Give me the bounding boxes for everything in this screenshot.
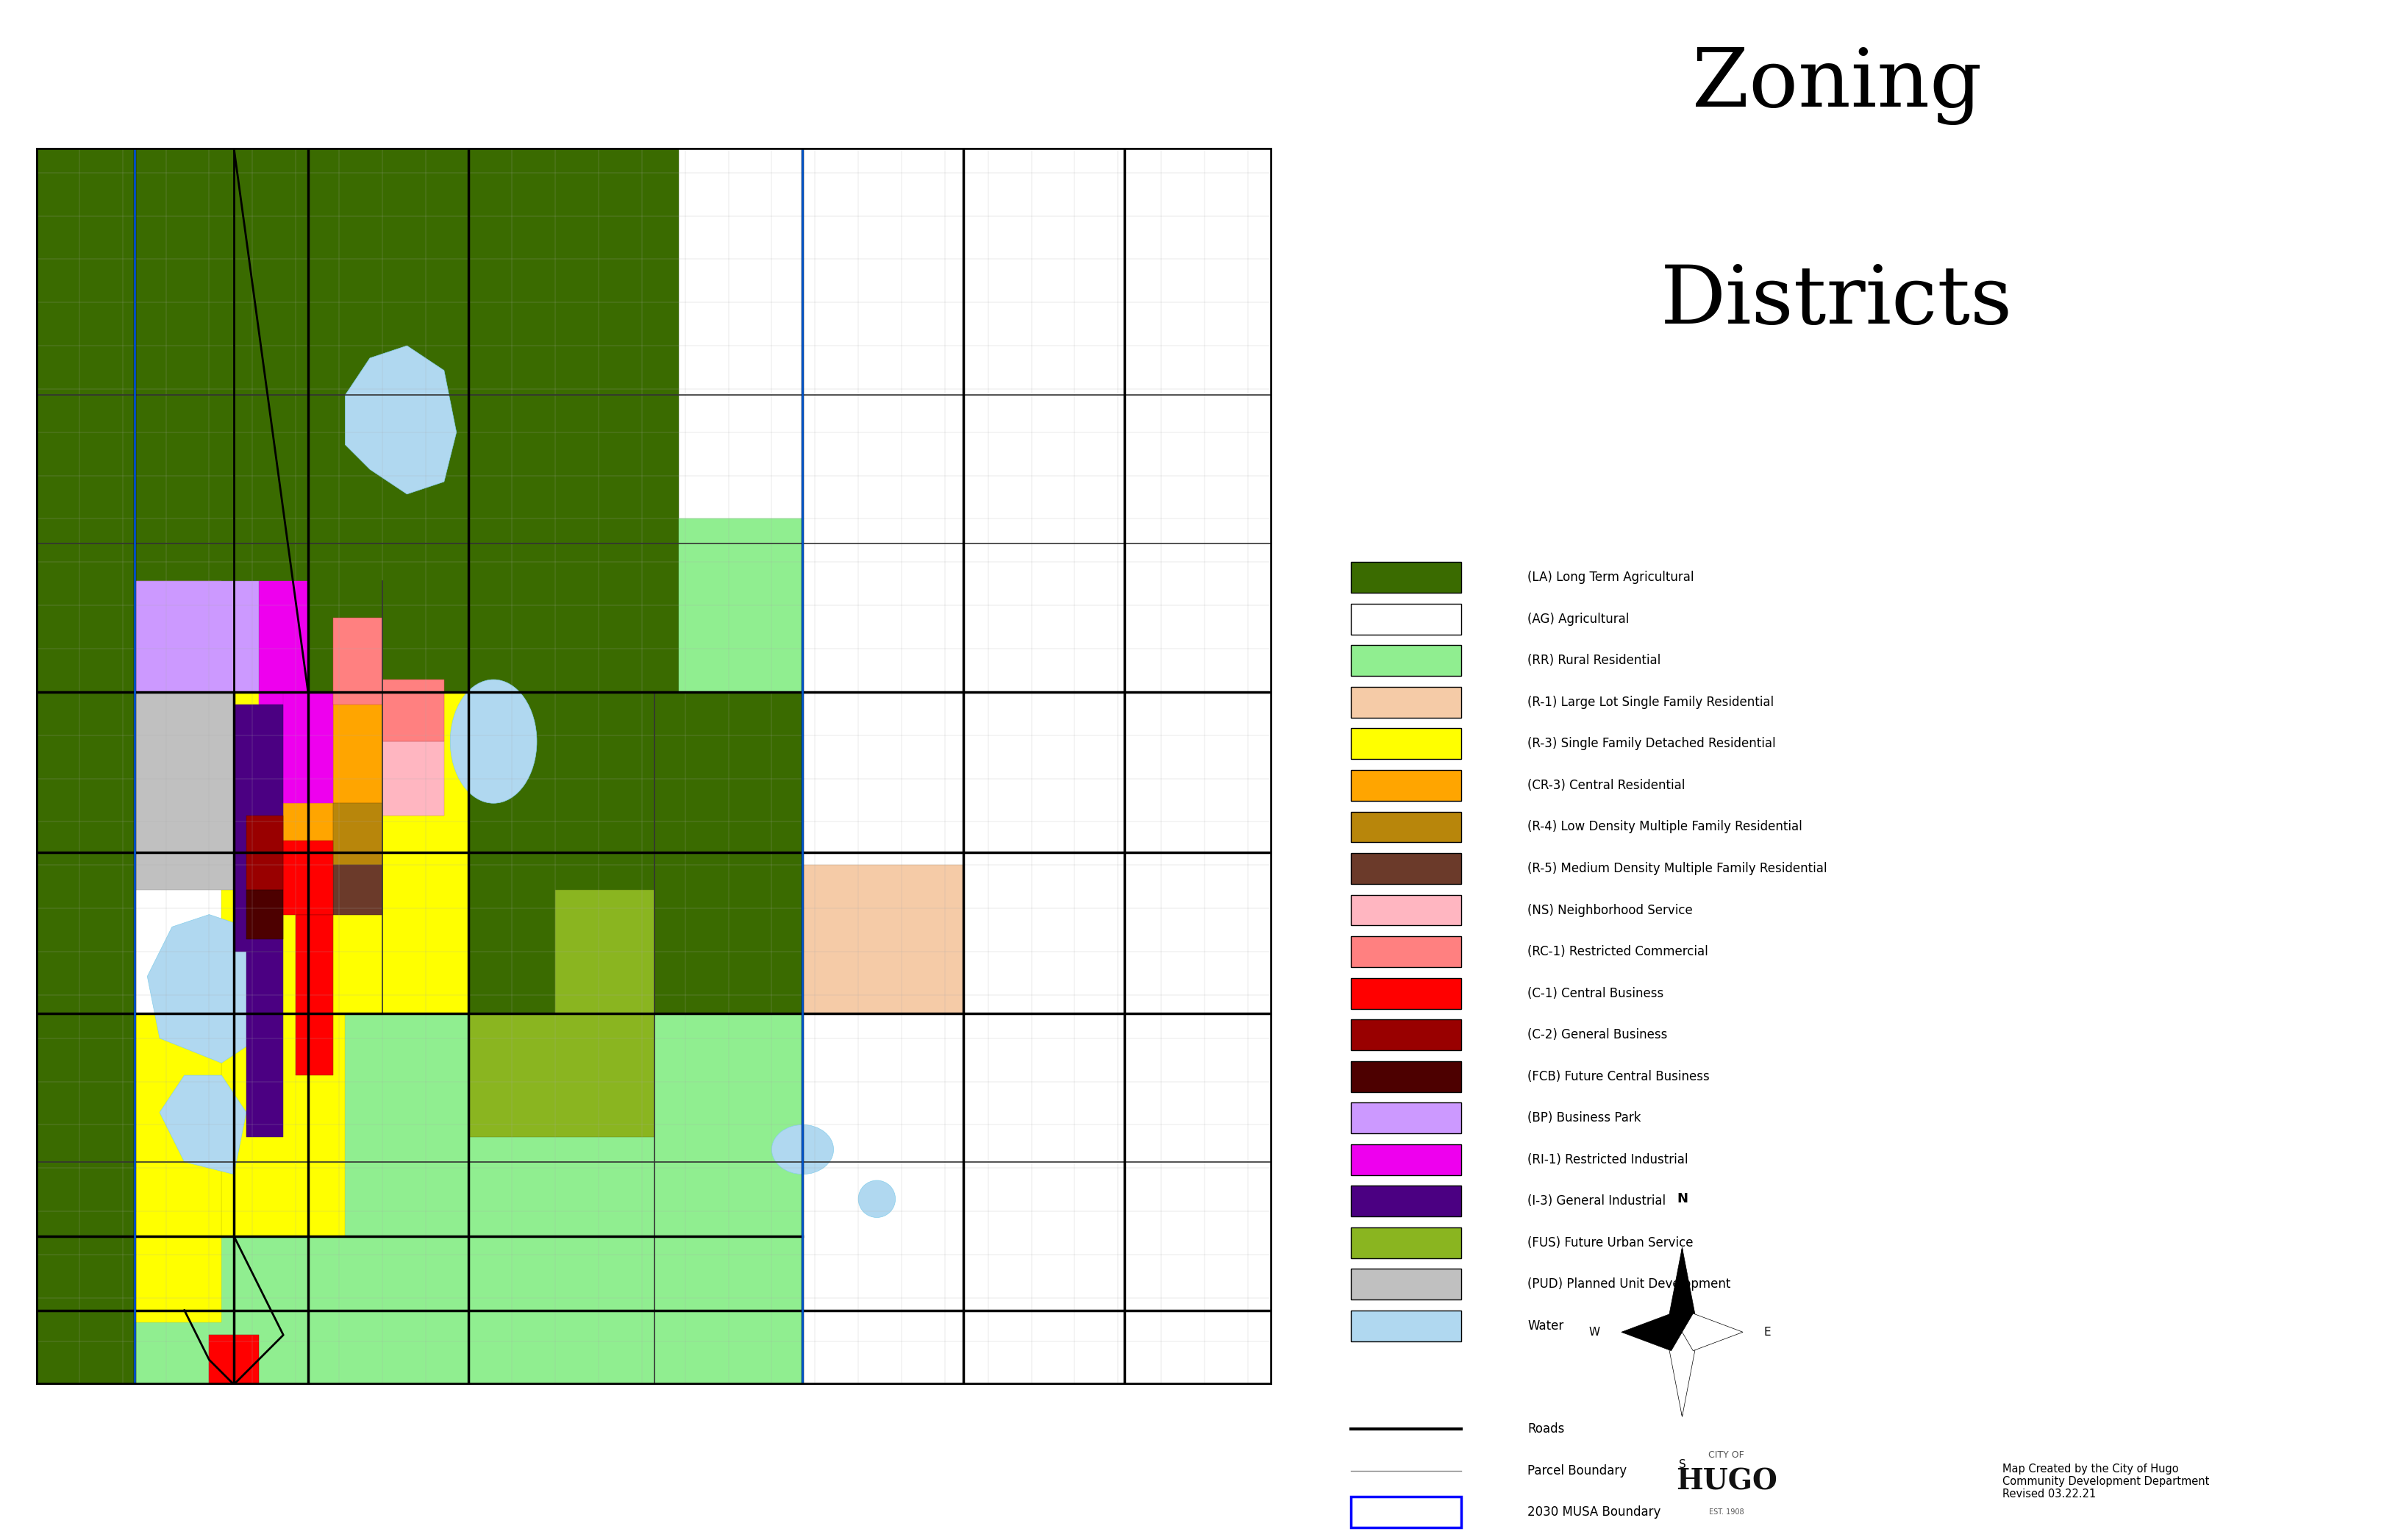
Polygon shape [283, 841, 334, 915]
Text: 2030 MUSA Boundary: 2030 MUSA Boundary [1527, 1506, 1661, 1518]
Text: (R-1) Large Lot Single Family Residential: (R-1) Large Lot Single Family Residentia… [1527, 696, 1774, 708]
Polygon shape [36, 148, 679, 691]
Polygon shape [382, 741, 444, 816]
Text: (RR) Rural Residential: (RR) Rural Residential [1527, 654, 1661, 667]
Polygon shape [134, 1013, 802, 1384]
FancyBboxPatch shape [1352, 1103, 1462, 1133]
Text: (FCB) Future Central Business: (FCB) Future Central Business [1527, 1070, 1710, 1083]
FancyBboxPatch shape [1352, 978, 1462, 1009]
FancyBboxPatch shape [1352, 1311, 1462, 1341]
FancyBboxPatch shape [1352, 687, 1462, 718]
Polygon shape [555, 890, 653, 1013]
Polygon shape [802, 865, 963, 1013]
Polygon shape [146, 915, 271, 1063]
Polygon shape [295, 915, 334, 1075]
FancyBboxPatch shape [1352, 604, 1462, 634]
Text: (I-3) General Industrial: (I-3) General Industrial [1527, 1195, 1666, 1207]
Polygon shape [247, 952, 283, 1137]
FancyBboxPatch shape [1352, 936, 1462, 967]
Text: (FUS) Future Urban Service: (FUS) Future Urban Service [1527, 1237, 1693, 1249]
FancyBboxPatch shape [1352, 562, 1462, 593]
Polygon shape [247, 890, 283, 939]
Text: Zoning: Zoning [1693, 46, 1981, 125]
Polygon shape [209, 1335, 259, 1384]
FancyBboxPatch shape [1352, 853, 1462, 884]
Polygon shape [233, 704, 283, 952]
Polygon shape [36, 148, 1273, 691]
Text: (C-1) Central Business: (C-1) Central Business [1527, 987, 1664, 999]
Text: (R-5) Medium Density Multiple Family Residential: (R-5) Medium Density Multiple Family Res… [1527, 862, 1827, 875]
Polygon shape [1669, 1332, 1695, 1417]
Polygon shape [36, 691, 134, 1384]
Polygon shape [247, 816, 283, 890]
Polygon shape [1621, 1314, 1683, 1351]
Text: Parcel Boundary: Parcel Boundary [1527, 1465, 1628, 1477]
FancyBboxPatch shape [1352, 812, 1462, 842]
Text: (CR-3) Central Residential: (CR-3) Central Residential [1527, 779, 1686, 792]
Polygon shape [679, 148, 1273, 691]
Polygon shape [334, 865, 382, 915]
Ellipse shape [771, 1124, 833, 1173]
Text: Roads: Roads [1527, 1423, 1565, 1435]
FancyBboxPatch shape [1352, 728, 1462, 759]
FancyBboxPatch shape [1352, 1186, 1462, 1217]
Polygon shape [346, 345, 456, 494]
Polygon shape [1669, 1247, 1695, 1332]
Text: (AG) Agricultural: (AG) Agricultural [1527, 613, 1630, 625]
Polygon shape [221, 691, 468, 1013]
Polygon shape [468, 691, 802, 1013]
FancyBboxPatch shape [1352, 1061, 1462, 1092]
Polygon shape [134, 581, 221, 691]
Polygon shape [134, 581, 259, 691]
Polygon shape [1683, 1314, 1743, 1351]
Polygon shape [283, 691, 334, 804]
Ellipse shape [451, 679, 538, 804]
Polygon shape [468, 1013, 653, 1137]
Text: W: W [1589, 1326, 1599, 1338]
Text: E: E [1765, 1326, 1772, 1338]
Polygon shape [134, 691, 233, 890]
Text: (NS) Neighborhood Service: (NS) Neighborhood Service [1527, 904, 1693, 916]
Text: (LA) Long Term Agricultural: (LA) Long Term Agricultural [1527, 571, 1695, 584]
Text: Districts: Districts [1661, 262, 2012, 340]
Polygon shape [134, 1013, 221, 1323]
Polygon shape [679, 519, 802, 691]
Polygon shape [283, 691, 334, 865]
Text: (RC-1) Restricted Commercial: (RC-1) Restricted Commercial [1527, 946, 1707, 958]
Text: S: S [1678, 1460, 1686, 1471]
Text: (PUD) Planned Unit Development: (PUD) Planned Unit Development [1527, 1278, 1731, 1291]
Polygon shape [221, 1013, 346, 1237]
FancyBboxPatch shape [1352, 895, 1462, 926]
FancyBboxPatch shape [1352, 1497, 1462, 1528]
Text: (BP) Business Park: (BP) Business Park [1527, 1112, 1642, 1124]
FancyBboxPatch shape [1352, 1269, 1462, 1300]
Text: N: N [1676, 1192, 1688, 1204]
Polygon shape [334, 804, 382, 865]
Text: Water: Water [1527, 1320, 1563, 1332]
Polygon shape [334, 691, 382, 804]
Ellipse shape [857, 1181, 896, 1218]
FancyBboxPatch shape [1352, 770, 1462, 801]
Polygon shape [382, 679, 444, 741]
FancyBboxPatch shape [1352, 1019, 1462, 1050]
Text: HUGO: HUGO [1676, 1468, 1777, 1495]
Text: (R-4) Low Density Multiple Family Residential: (R-4) Low Density Multiple Family Reside… [1527, 821, 1803, 833]
Text: (RI-1) Restricted Industrial: (RI-1) Restricted Industrial [1527, 1153, 1688, 1166]
Polygon shape [334, 618, 382, 704]
Text: Map Created by the City of Hugo
Community Development Department
Revised 03.22.2: Map Created by the City of Hugo Communit… [2002, 1463, 2209, 1500]
FancyBboxPatch shape [1352, 645, 1462, 676]
Polygon shape [259, 581, 307, 704]
FancyBboxPatch shape [1352, 1227, 1462, 1258]
Text: (R-3) Single Family Detached Residential: (R-3) Single Family Detached Residential [1527, 738, 1777, 750]
Text: (C-2) General Business: (C-2) General Business [1527, 1029, 1669, 1041]
FancyBboxPatch shape [1352, 1144, 1462, 1175]
Text: CITY OF: CITY OF [1710, 1451, 1743, 1460]
Polygon shape [158, 1075, 247, 1173]
Text: EST. 1908: EST. 1908 [1710, 1509, 1743, 1515]
